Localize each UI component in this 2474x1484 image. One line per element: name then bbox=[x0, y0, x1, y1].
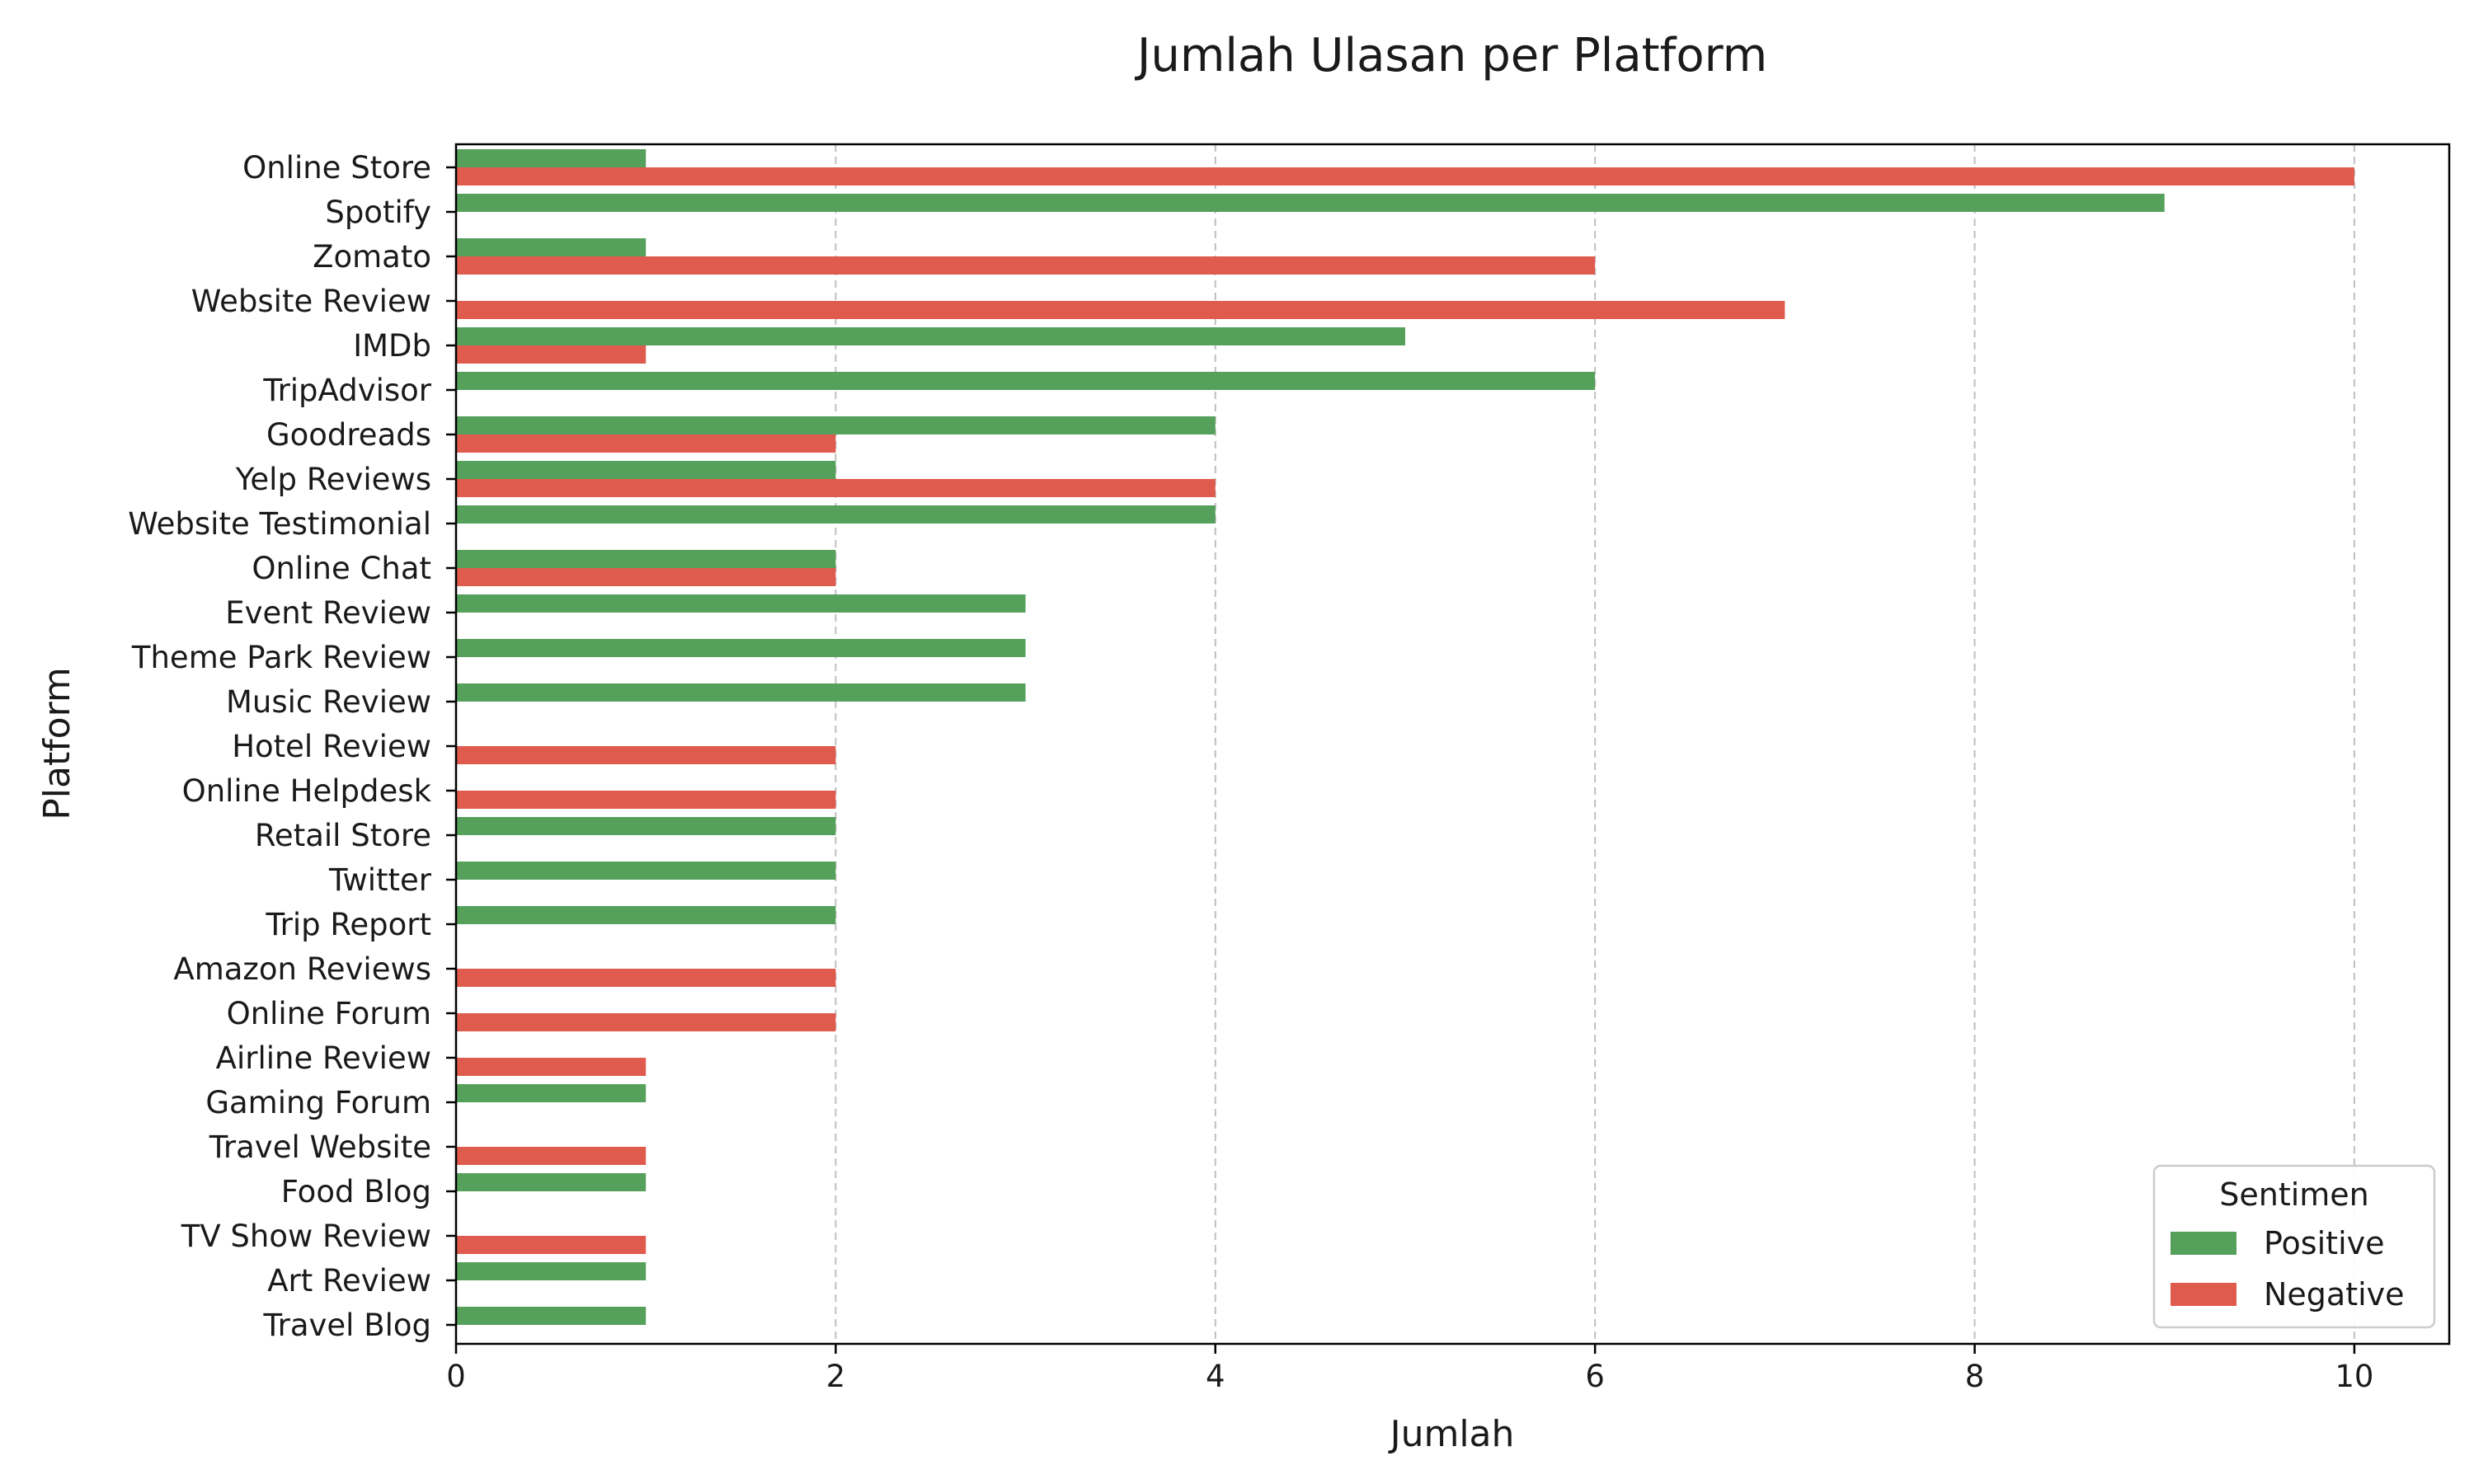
bar-negative-website-review bbox=[456, 301, 1785, 319]
y-tick-label-travel-website: Travel Website bbox=[209, 1129, 431, 1165]
bar-positive-zomato bbox=[456, 238, 647, 256]
x-tick-label-2: 2 bbox=[826, 1359, 846, 1394]
bar-positive-travel-blog bbox=[456, 1307, 647, 1325]
y-tick-label-tripadvisor: TripAdvisor bbox=[262, 373, 431, 408]
bar-negative-yelp-reviews bbox=[456, 479, 1216, 497]
bar-positive-online-chat bbox=[456, 550, 836, 568]
y-tick-label-website-review: Website Review bbox=[191, 284, 431, 319]
x-tick-label-6: 6 bbox=[1585, 1359, 1605, 1394]
bar-positive-theme-park-review bbox=[456, 639, 1026, 657]
x-tick-label-4: 4 bbox=[1206, 1359, 1225, 1394]
x-tick-label-10: 10 bbox=[2335, 1359, 2373, 1394]
x-tick-label-8: 8 bbox=[1965, 1359, 1985, 1394]
bar-positive-retail-store bbox=[456, 817, 836, 835]
x-ticks: 0 2 4 6 8 10 bbox=[446, 1344, 2373, 1394]
y-tick-label-trip-report: Trip Report bbox=[265, 907, 431, 942]
y-tick-label-food-blog: Food Blog bbox=[281, 1174, 431, 1209]
y-tick-label-retail-store: Retail Store bbox=[255, 818, 431, 853]
y-tick-label-online-helpdesk: Online Helpdesk bbox=[182, 773, 432, 809]
y-tick-label-twitter: Twitter bbox=[328, 862, 432, 898]
y-tick-label-theme-park-review: Theme Park Review bbox=[131, 640, 431, 675]
bar-negative-online-chat bbox=[456, 568, 836, 586]
y-tick-label-art-review: Art Review bbox=[267, 1263, 431, 1298]
bar-negative-imdb bbox=[456, 345, 647, 364]
y-tick-label-music-review: Music Review bbox=[226, 684, 431, 720]
y-tick-label-imdb: IMDb bbox=[353, 328, 431, 364]
bar-positive-goodreads bbox=[456, 416, 1216, 434]
bar-negative-goodreads bbox=[456, 434, 836, 453]
legend: Sentimen Positive Negative bbox=[2152, 1164, 2436, 1329]
legend-label-negative: Negative bbox=[2264, 1276, 2405, 1313]
y-tick-label-amazon-reviews: Amazon Reviews bbox=[173, 951, 431, 987]
legend-swatch-negative bbox=[2171, 1283, 2236, 1306]
bar-negative-online-helpdesk bbox=[456, 791, 836, 809]
y-tick-label-hotel-review: Hotel Review bbox=[232, 729, 431, 764]
y-tick-label-zomato: Zomato bbox=[313, 239, 431, 275]
y-tick-label-airline-review: Airline Review bbox=[216, 1040, 431, 1076]
bar-positive-yelp-reviews bbox=[456, 461, 836, 479]
bar-positive-music-review bbox=[456, 683, 1026, 702]
x-axis-label: Jumlah bbox=[1388, 1413, 1515, 1455]
y-axis-label: Platform bbox=[36, 667, 78, 820]
bar-positive-event-review bbox=[456, 594, 1026, 613]
bar-negative-amazon-reviews bbox=[456, 969, 836, 987]
y-tick-label-yelp-reviews: Yelp Reviews bbox=[235, 462, 431, 497]
y-tick-label-gaming-forum: Gaming Forum bbox=[205, 1085, 431, 1120]
plot-frame bbox=[454, 143, 2451, 1345]
bar-negative-hotel-review bbox=[456, 746, 836, 764]
y-tick-label-online-forum: Online Forum bbox=[227, 996, 431, 1031]
bar-negative-zomato bbox=[456, 256, 1596, 275]
legend-title: Sentimen bbox=[2219, 1176, 2369, 1213]
y-tick-label-travel-blog: Travel Blog bbox=[262, 1308, 431, 1343]
legend-label-positive: Positive bbox=[2264, 1225, 2385, 1261]
y-ticks: Online Store Spotify Zomato Website Review I… bbox=[128, 150, 456, 1343]
x-tick-label-0: 0 bbox=[446, 1359, 466, 1394]
chart-title: Jumlah Ulasan per Platform bbox=[1135, 29, 1767, 82]
bar-negative-tv-show-review bbox=[456, 1236, 647, 1254]
y-tick-label-tv-show-review: TV Show Review bbox=[181, 1219, 431, 1254]
bar-negative-airline-review bbox=[456, 1058, 647, 1076]
bar-negative-online-store bbox=[456, 167, 2354, 186]
bar-positive-website-testimonial bbox=[456, 505, 1216, 524]
bar-negative-online-forum bbox=[456, 1013, 836, 1031]
y-tick-label-spotify: Spotify bbox=[325, 195, 431, 230]
grid-lines bbox=[835, 144, 2355, 1344]
bars bbox=[456, 149, 2354, 1325]
bar-positive-trip-report bbox=[456, 906, 836, 924]
bar-positive-imdb bbox=[456, 327, 1405, 345]
y-tick-label-online-chat: Online Chat bbox=[252, 551, 431, 586]
bar-positive-online-store bbox=[456, 149, 647, 167]
y-tick-label-online-store: Online Store bbox=[242, 150, 431, 186]
bar-positive-spotify bbox=[456, 194, 2165, 212]
bar-positive-gaming-forum bbox=[456, 1084, 647, 1102]
y-tick-label-goodreads: Goodreads bbox=[266, 417, 431, 453]
bar-negative-travel-website bbox=[456, 1147, 647, 1165]
bar-positive-art-review bbox=[456, 1262, 647, 1280]
bar-positive-twitter bbox=[456, 862, 836, 880]
y-tick-label-event-review: Event Review bbox=[225, 595, 431, 631]
bar-positive-tripadvisor bbox=[456, 372, 1596, 390]
y-tick-label-website-testimonial: Website Testimonial bbox=[128, 506, 431, 542]
bar-positive-food-blog bbox=[456, 1173, 647, 1191]
legend-swatch-positive bbox=[2171, 1232, 2236, 1255]
